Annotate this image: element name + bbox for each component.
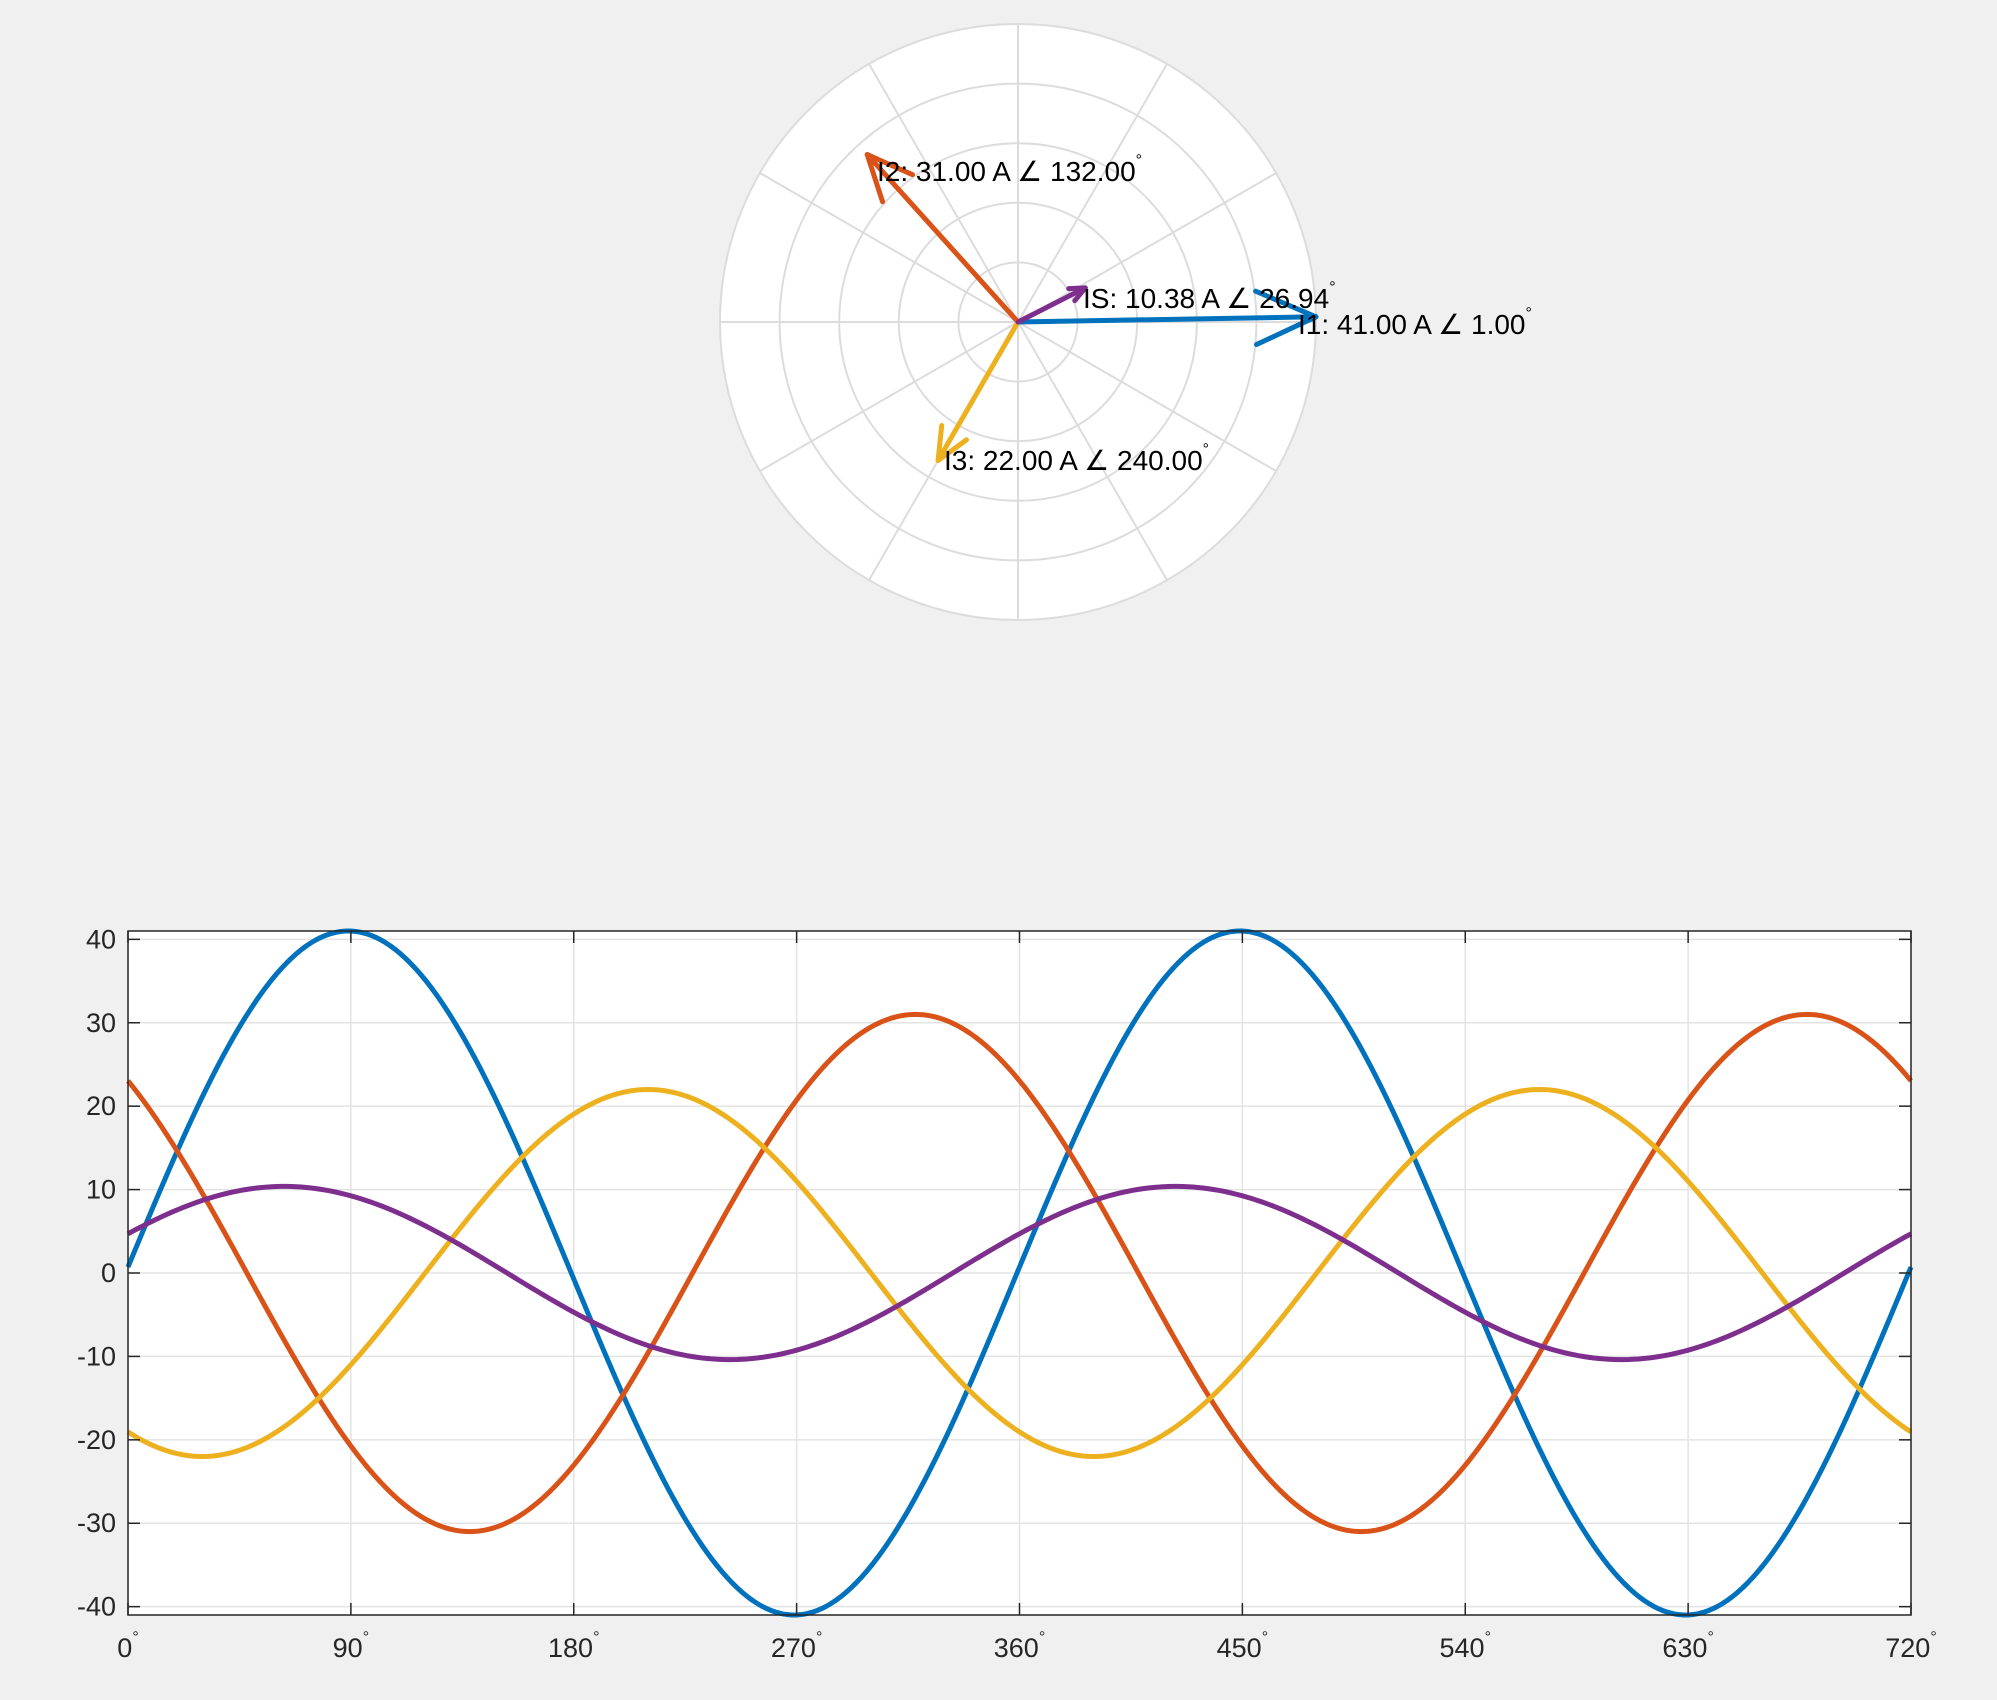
waveform-chart: 40 30 20 10 0 -10 -20 -30 -40 0° 90° 180° 270° 360° 4…	[77, 924, 1937, 1663]
phasor-arrowhead-is	[1066, 285, 1088, 304]
tick-marks	[127, 931, 1912, 1615]
waveform-line-is	[126, 1183, 1913, 1363]
phasor-arrows	[864, 152, 1319, 463]
y-tick-label: -20	[77, 1425, 116, 1455]
y-tick-label: 40	[86, 924, 116, 954]
phasor-diagram: I1: 41.00 A ∠ 1.00° I2: 31.00 A ∠ 132.00°…	[719, 23, 1532, 621]
x-tick-label: 360°	[994, 1629, 1045, 1663]
x-tick-label: 450°	[1217, 1629, 1268, 1663]
polar-spoke	[1017, 321, 1168, 581]
phasor-label-i2: I2: 31.00 A ∠ 132.00°	[877, 152, 1142, 187]
y-tick-label: 10	[86, 1175, 116, 1205]
x-tick-label: 540°	[1440, 1629, 1491, 1663]
x-tick-label: 90°	[333, 1629, 369, 1663]
phasor-arrow-i2	[864, 152, 1021, 325]
y-tick-label: 20	[86, 1091, 116, 1121]
phasor-arrow-i1	[1015, 314, 1319, 325]
polar-spoke	[1017, 63, 1168, 323]
polar-spoke	[759, 321, 1019, 472]
polar-spoke	[1017, 321, 1277, 472]
phasor-arrow-i3	[935, 319, 1021, 463]
phasor-labels: I1: 41.00 A ∠ 1.00° I2: 31.00 A ∠ 132.00°…	[877, 152, 1532, 476]
y-tick-label: 0	[101, 1258, 116, 1288]
phasor-label-i1: I1: 41.00 A ∠ 1.00°	[1298, 305, 1532, 340]
x-tick-label: 180°	[548, 1629, 599, 1663]
phasor-arrowhead-i1	[1253, 288, 1319, 348]
waveform-lines	[125, 928, 1914, 1618]
x-tick-label: 630°	[1662, 1629, 1713, 1663]
x-tick-label: 720°	[1885, 1629, 1936, 1663]
polar-spoke	[759, 172, 1019, 323]
y-tick-label: -30	[77, 1508, 116, 1538]
phasor-arrowhead-i2	[864, 152, 916, 205]
polar-spoke	[1017, 172, 1277, 323]
y-tick-labels: 40 30 20 10 0 -10 -20 -30 -40	[77, 924, 116, 1621]
waveform-line-i1	[125, 928, 1914, 1618]
waveform-line-i2	[126, 1011, 1913, 1535]
phasor-label-i3: I3: 22.00 A ∠ 240.00°	[944, 441, 1209, 476]
waveform-line-i3	[126, 1086, 1913, 1460]
x-tick-label: 270°	[771, 1629, 822, 1663]
y-tick-label: 30	[86, 1008, 116, 1038]
phasor-arrowhead-i3	[935, 422, 970, 463]
y-tick-label: -40	[77, 1592, 116, 1622]
y-tick-label: -10	[77, 1341, 116, 1371]
x-tick-labels: 0° 90° 180° 270° 360° 450° 540° 630° 720°	[117, 1629, 1936, 1663]
x-tick-label: 0°	[117, 1629, 138, 1663]
polar-spoke	[868, 63, 1019, 323]
phasor-arrow-is	[1015, 285, 1088, 325]
phasor-label-is: IS: 10.38 A ∠ 26.94°	[1083, 279, 1336, 314]
